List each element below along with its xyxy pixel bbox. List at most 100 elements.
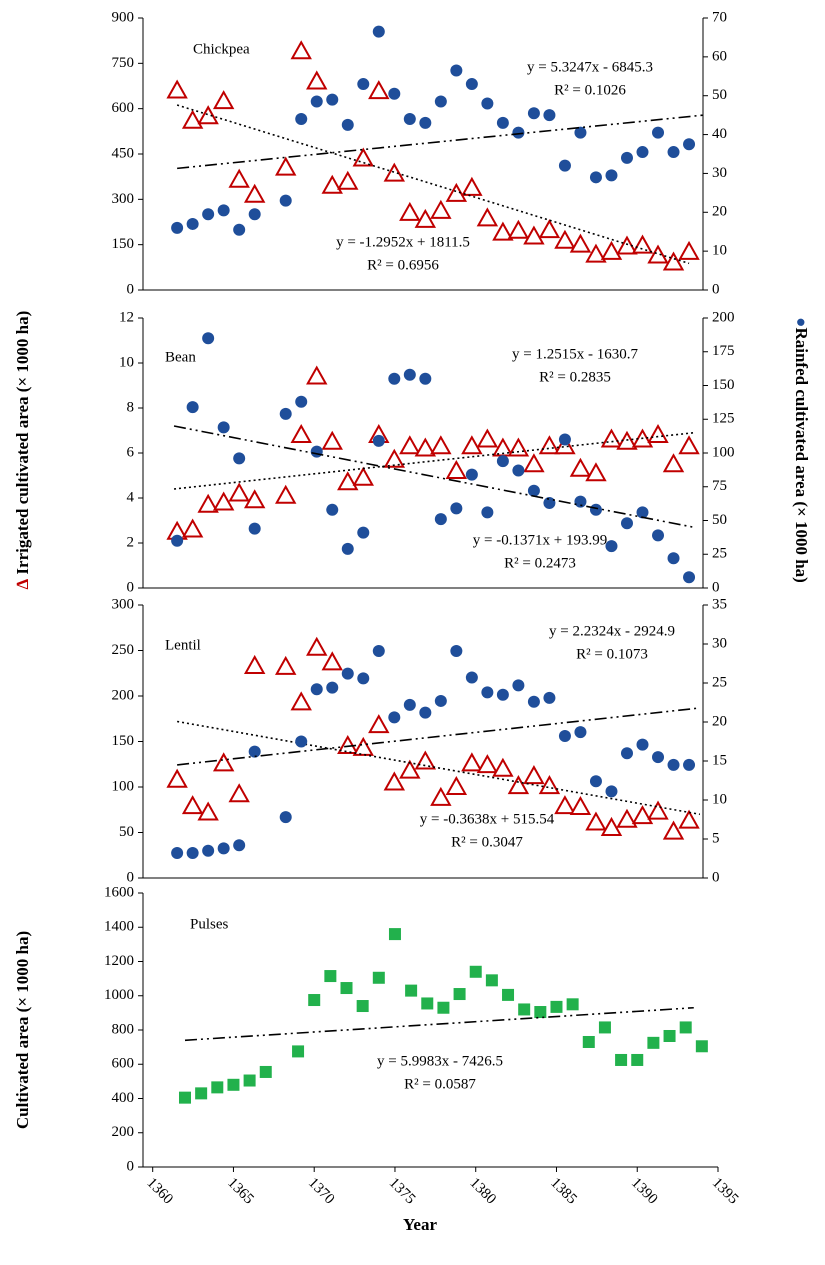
triangle-marker — [476, 428, 499, 448]
circle-marker — [450, 502, 463, 515]
triangle-marker — [290, 691, 312, 711]
triangle-marker — [383, 771, 406, 791]
circle-marker — [589, 775, 602, 788]
square-marker — [550, 1000, 563, 1013]
triangle-marker — [445, 182, 468, 202]
trend-r2: R² = 0.2473 — [504, 555, 576, 571]
triangle-marker — [538, 219, 561, 239]
circle-marker — [434, 694, 447, 707]
circle-marker — [295, 113, 308, 126]
triangle-marker — [492, 221, 514, 241]
triangle-marker — [306, 365, 328, 385]
circle-marker — [372, 434, 385, 447]
y2-tick-label: 0 — [712, 579, 720, 595]
triangle-marker — [228, 783, 250, 803]
trend-equation: y = -0.1371x + 193.99 — [473, 532, 607, 548]
circle-marker — [574, 726, 587, 739]
circle-marker — [372, 25, 385, 38]
triangle-marker — [228, 168, 250, 188]
y-tick-label: 100 — [112, 778, 135, 794]
trend-equation: y = 5.3247x - 6845.3 — [527, 59, 653, 75]
triangle-marker — [678, 809, 700, 829]
triangle-marker — [569, 457, 592, 477]
triangle-marker — [290, 40, 312, 60]
triangle-marker — [554, 229, 576, 249]
trend-line — [173, 425, 694, 529]
triangle-marker — [352, 466, 374, 486]
square-marker — [631, 1053, 644, 1066]
circle-marker — [481, 686, 494, 699]
y-tick-label: 600 — [112, 1056, 135, 1072]
y-tick-label: 300 — [112, 191, 135, 207]
triangle-marker — [600, 816, 623, 836]
y2-tick-label: 35 — [712, 596, 727, 612]
circle-marker — [465, 78, 478, 91]
circle-marker — [186, 401, 199, 414]
circle-marker — [186, 217, 199, 230]
circle-marker — [357, 526, 370, 539]
triangle-marker — [600, 428, 623, 448]
trend-r2: R² = 0.2835 — [539, 369, 611, 385]
circle-marker — [279, 407, 292, 420]
square-marker — [259, 1065, 272, 1078]
y2-axis-label: ●Rainfed cultivated area (× 1000 ha) — [792, 317, 811, 583]
y-tick-label: 1400 — [104, 919, 134, 935]
triangle-marker — [647, 244, 669, 264]
triangle-marker — [321, 651, 343, 671]
circle-marker — [636, 738, 649, 751]
triangle-marker — [368, 80, 390, 100]
triangle-marker — [523, 453, 545, 473]
circle-marker — [326, 503, 339, 516]
y-tick-label: 150 — [112, 236, 135, 252]
circle-marker — [465, 468, 478, 481]
triangle-marker — [445, 775, 468, 795]
triangle-marker — [476, 754, 499, 774]
y-tick-label: 8 — [127, 399, 135, 415]
triangle-marker — [197, 105, 219, 125]
panel-title: Pulses — [190, 916, 229, 932]
circle-marker — [279, 194, 292, 207]
square-marker — [469, 965, 482, 978]
circle-marker — [217, 842, 230, 855]
circle-marker — [481, 506, 494, 519]
y-tick-label: 4 — [127, 489, 135, 505]
square-marker — [308, 994, 321, 1007]
triangle-marker — [461, 752, 483, 772]
circle-marker — [326, 93, 339, 106]
triangle-marker — [600, 240, 623, 260]
y-tick-label: 1200 — [104, 953, 134, 969]
triangle-marker — [678, 435, 700, 455]
square-marker — [243, 1074, 256, 1087]
square-marker — [453, 988, 466, 1001]
triangle-marker — [306, 70, 328, 90]
y2-tick-label: 75 — [712, 478, 727, 494]
square-marker — [679, 1021, 692, 1034]
square-marker — [598, 1021, 611, 1034]
circle-marker — [667, 146, 680, 159]
y-tick-label: 450 — [112, 145, 135, 161]
y-axis-label: ∆ Irrigated cultivated area (× 1000 ha) — [13, 311, 32, 590]
y-tick-label: 200 — [112, 687, 135, 703]
circle-marker — [589, 503, 602, 516]
circle-marker — [341, 118, 354, 131]
triangle-marker — [337, 471, 359, 491]
y-tick-label: 900 — [112, 9, 135, 25]
square-marker — [405, 984, 418, 997]
circle-marker — [652, 126, 665, 139]
circle-marker — [620, 151, 633, 164]
circle-marker — [326, 681, 339, 694]
triangle-marker — [461, 435, 483, 455]
triangle-marker — [321, 430, 343, 450]
triangle-marker — [647, 800, 669, 820]
circle-marker — [450, 64, 463, 77]
square-marker — [324, 970, 337, 983]
circle-marker — [605, 785, 618, 798]
circle-marker — [636, 506, 649, 519]
circle-marker — [574, 495, 587, 508]
x-tick-label: 1375 — [386, 1175, 419, 1208]
triangle-marker — [228, 482, 250, 502]
triangle-marker — [166, 768, 188, 788]
circle-marker — [403, 113, 416, 126]
triangle-marker — [492, 757, 514, 777]
circle-marker — [558, 433, 571, 446]
